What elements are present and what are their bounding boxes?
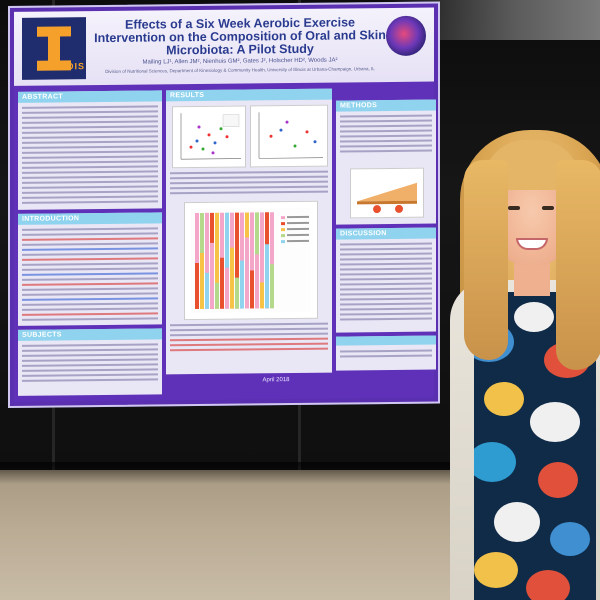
section-heading: METHODS	[336, 99, 436, 112]
results-section: RESULTS	[166, 88, 332, 375]
taxa-barplot-figure	[184, 200, 318, 321]
research-poster: ILLINOIS Effects of a Six Week Aerobic E…	[8, 1, 440, 408]
section-heading	[336, 335, 436, 346]
timeline-image	[357, 182, 417, 214]
right-eye	[542, 206, 554, 210]
scatter-plot-image	[258, 112, 323, 159]
methods-figure	[350, 167, 424, 219]
section-heading: ABSTRACT	[18, 90, 162, 103]
scatter-plot-image	[180, 113, 241, 160]
poster-title-bar: ILLINOIS Effects of a Six Week Aerobic E…	[14, 7, 434, 86]
presenter-person	[430, 120, 600, 600]
methods-section: METHODS	[336, 99, 436, 225]
left-eye	[508, 206, 520, 210]
poster-affiliation: Division of Nutritional Sciences, Depart…	[105, 66, 375, 74]
section-heading: RESULTS	[166, 88, 332, 102]
pcoa-figure-a	[172, 105, 246, 169]
hair-left	[464, 160, 508, 360]
section-heading: SUBJECTS	[18, 328, 162, 341]
contact-section	[336, 335, 436, 371]
section-heading: DISCUSSION	[336, 227, 436, 240]
university-logo: ILLINOIS	[22, 17, 86, 80]
department-logo-icon	[386, 15, 426, 57]
introduction-section: INTRODUCTION	[18, 212, 162, 326]
stacked-bar-image	[191, 207, 311, 314]
subjects-section: SUBJECTS	[18, 328, 162, 396]
poster-date: April 2018	[262, 377, 290, 384]
poster-title: Effects of a Six Week Aerobic Exercise I…	[94, 15, 386, 58]
logo-wordmark: ILLINOIS	[39, 61, 85, 72]
discussion-section: DISCUSSION	[336, 227, 436, 333]
neck	[514, 260, 550, 296]
hair-right	[556, 160, 600, 370]
section-heading: INTRODUCTION	[18, 212, 162, 225]
pcoa-figure-b	[250, 104, 328, 168]
abstract-section: ABSTRACT	[18, 90, 162, 210]
